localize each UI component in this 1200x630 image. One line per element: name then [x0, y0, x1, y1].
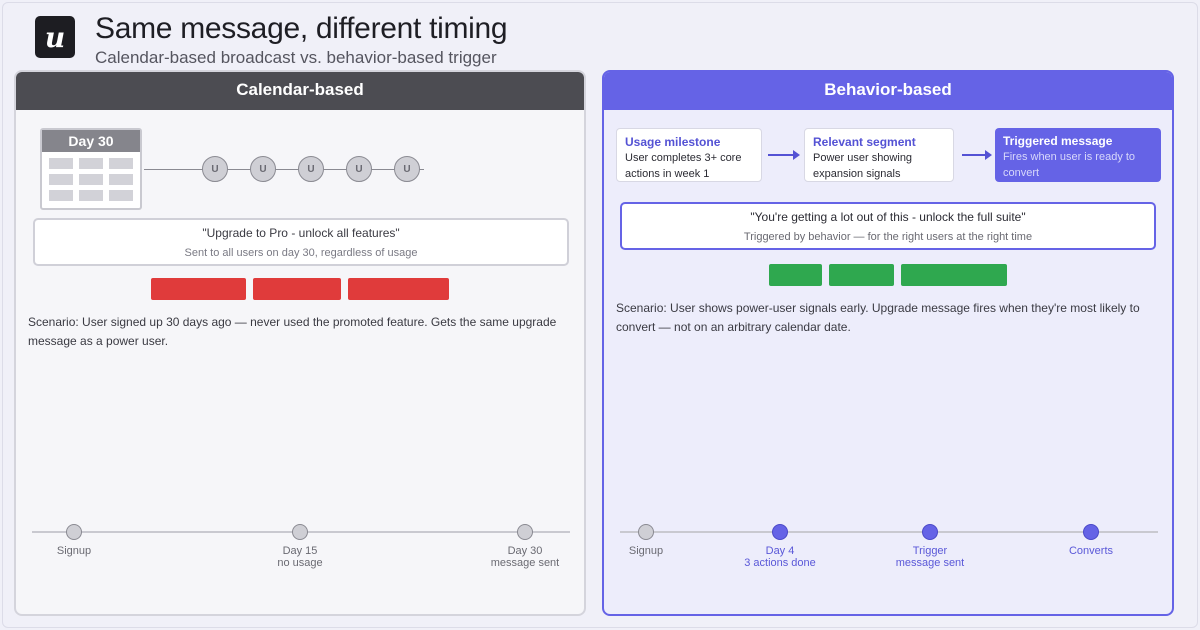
timeline-dot [1083, 524, 1099, 540]
timeline-label: Day 30 message sent [490, 545, 560, 569]
user-avatar-icon: U [250, 156, 276, 182]
arrow-right-icon [962, 150, 992, 160]
timeline-line [620, 531, 1158, 533]
timeline-dot [922, 524, 938, 540]
timeline-label: Trigger message sent [895, 545, 965, 569]
user-avatar-icon: U [394, 156, 420, 182]
user-avatar-icon: U [202, 156, 228, 182]
flow-step-title: Triggered message [1003, 134, 1113, 148]
behavior-based-panel: Behavior-based Usage milestone User comp… [602, 70, 1174, 616]
flow-step-relevant-segment: Relevant segment Power user showing expa… [804, 128, 954, 182]
timeline-dot [638, 524, 654, 540]
timeline-dot [772, 524, 788, 540]
green-bar [829, 264, 894, 286]
page-title: Same message, different timing [95, 12, 508, 45]
message-subtext: Sent to all users on day 30, regardless … [184, 247, 418, 259]
user-avatar-icon: U [346, 156, 372, 182]
panel-heading: Behavior-based [604, 72, 1172, 110]
brand-logo: u [35, 16, 75, 58]
flow-step-title: Usage milestone [625, 135, 721, 149]
flow-step-body: Power user showing expansion signals [813, 152, 913, 180]
timeline-label: Signup [628, 545, 664, 557]
timeline-label: Signup [56, 545, 92, 557]
message-quote: "Upgrade to Pro - unlock all features" [202, 226, 400, 240]
logo-letter: u [44, 20, 66, 54]
flow-step-usage-milestone: Usage milestone User completes 3+ core a… [616, 128, 762, 182]
message-card: "You're getting a lot out of this - unlo… [620, 202, 1156, 250]
scenario-text: Scenario: User signed up 30 days ago — n… [28, 315, 557, 348]
message-quote: "You're getting a lot out of this - unlo… [750, 210, 1026, 224]
message-subtext: Triggered by behavior — for the right us… [743, 231, 1033, 243]
timeline-label: Converts [1068, 545, 1114, 557]
flow-step-triggered-message: Triggered message Fires when user is rea… [995, 128, 1161, 182]
red-bar [151, 278, 246, 300]
arrow-right-icon [768, 150, 800, 160]
timeline-label: Day 15 no usage [277, 545, 323, 569]
calendar-grid [42, 152, 140, 201]
calendar-icon: Day 30 [40, 128, 142, 210]
timeline-dot [517, 524, 533, 540]
timeline-dot [66, 524, 82, 540]
flow-step-body: Fires when user is ready to convert [1003, 151, 1136, 179]
red-bar [348, 278, 449, 300]
calendar-based-panel: Calendar-based Day 30 U U U U U "Upgrade… [14, 70, 586, 616]
green-bar [901, 264, 1007, 286]
page-subtitle: Calendar-based broadcast vs. behavior-ba… [95, 48, 497, 67]
user-avatar-icon: U [298, 156, 324, 182]
message-card: "Upgrade to Pro - unlock all features" S… [33, 218, 569, 266]
panel-heading: Calendar-based [16, 72, 584, 110]
timeline-dot [292, 524, 308, 540]
green-bar [769, 264, 822, 286]
flow-step-body: User completes 3+ core actions in week 1 [625, 152, 742, 180]
broadcast-line [144, 169, 424, 170]
calendar-day-label: Day 30 [42, 130, 140, 152]
red-bar [253, 278, 341, 300]
scenario-text: Scenario: User shows power-user signals … [616, 301, 1140, 334]
flow-step-title: Relevant segment [813, 135, 916, 149]
